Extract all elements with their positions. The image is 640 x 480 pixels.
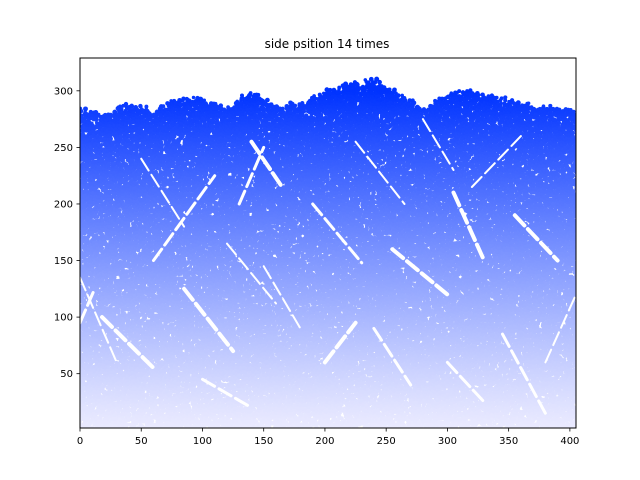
scatter-point [119,350,122,353]
scatter-point [89,110,93,114]
scatter-point [107,162,111,166]
scatter-point [124,102,128,106]
scatter-point [118,105,122,109]
scatter-point [112,313,117,318]
scatter-point [118,293,121,296]
scatter-point [159,140,163,144]
scatter-point [101,247,105,251]
scatter-point [96,346,100,350]
scatter-point [124,162,128,166]
scatter-point [79,109,84,114]
plot-area [77,77,579,431]
scatter-point [140,130,144,134]
scatter-point [83,106,88,111]
scatter-point [107,366,110,369]
scatter-point [127,412,131,416]
scatter-point [85,189,89,193]
scatter-point [118,208,122,212]
scatter-point [132,306,136,310]
scatter-point [99,357,102,360]
chart-title: side psition 14 times [265,37,390,51]
scatter-point [81,412,85,416]
scatter-point [144,105,148,109]
